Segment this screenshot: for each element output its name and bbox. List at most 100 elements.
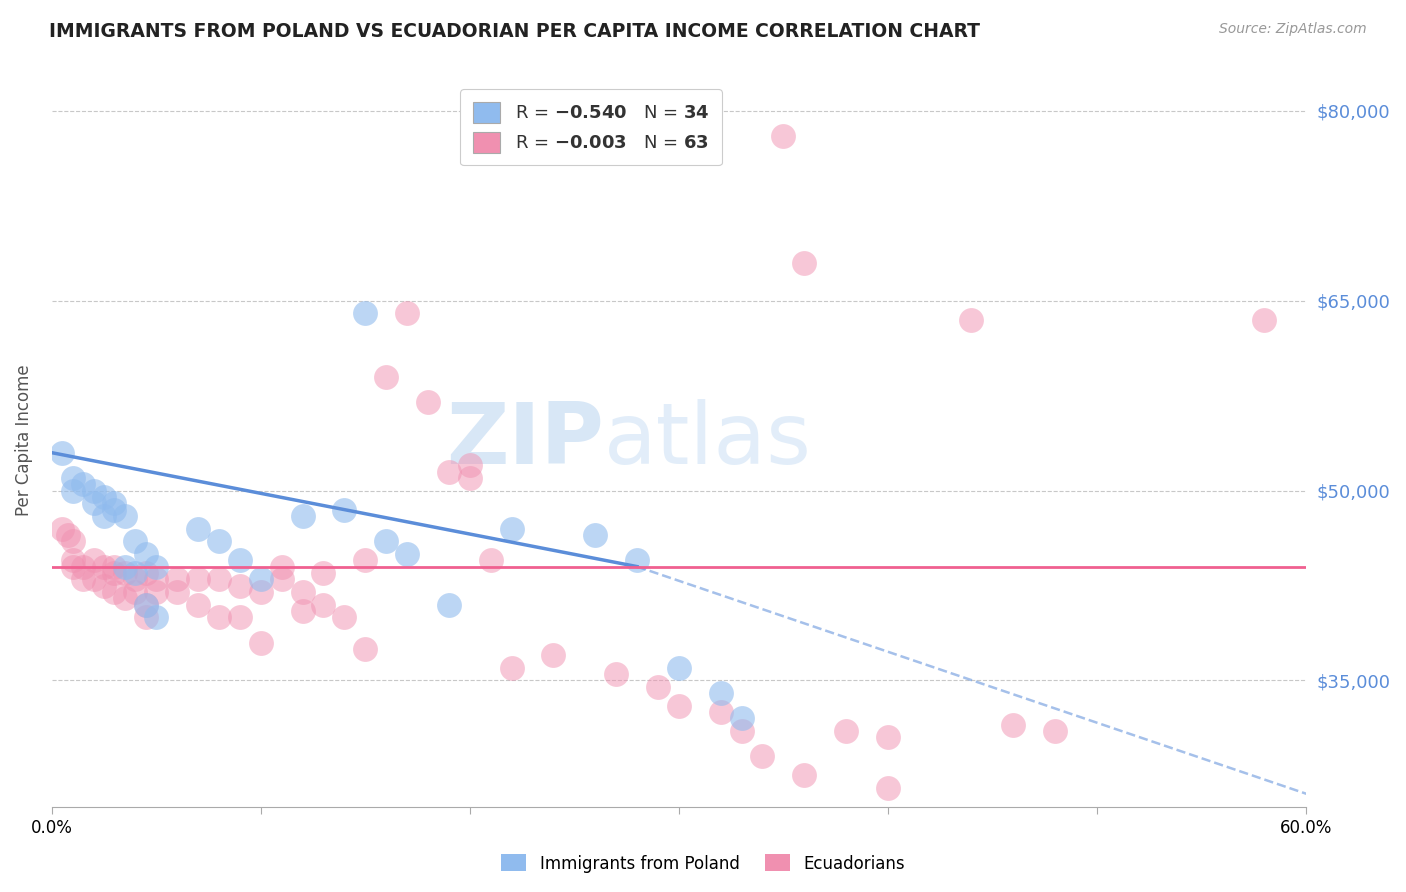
- Point: [312, 598, 335, 612]
- Point: [793, 256, 815, 270]
- Point: [145, 585, 167, 599]
- Point: [187, 522, 209, 536]
- Point: [291, 508, 314, 523]
- Point: [835, 724, 858, 739]
- Point: [51, 445, 73, 459]
- Legend: Immigrants from Poland, Ecuadorians: Immigrants from Poland, Ecuadorians: [495, 847, 911, 880]
- Point: [876, 731, 898, 745]
- Point: [62, 483, 84, 498]
- Point: [626, 553, 648, 567]
- Point: [437, 598, 460, 612]
- Point: [83, 483, 105, 498]
- Point: [72, 572, 94, 586]
- Point: [501, 661, 523, 675]
- Point: [135, 547, 157, 561]
- Point: [208, 572, 231, 586]
- Point: [249, 585, 271, 599]
- Text: Source: ZipAtlas.com: Source: ZipAtlas.com: [1219, 22, 1367, 37]
- Point: [647, 680, 669, 694]
- Point: [103, 559, 125, 574]
- Point: [124, 585, 146, 599]
- Point: [605, 667, 627, 681]
- Point: [51, 522, 73, 536]
- Point: [187, 572, 209, 586]
- Point: [124, 534, 146, 549]
- Point: [93, 559, 115, 574]
- Point: [166, 572, 188, 586]
- Point: [114, 559, 136, 574]
- Point: [93, 490, 115, 504]
- Text: atlas: atlas: [603, 399, 811, 482]
- Point: [312, 566, 335, 580]
- Point: [354, 641, 377, 656]
- Point: [103, 502, 125, 516]
- Y-axis label: Per Capita Income: Per Capita Income: [15, 364, 32, 516]
- Point: [710, 705, 733, 719]
- Point: [793, 768, 815, 782]
- Point: [114, 566, 136, 580]
- Point: [62, 553, 84, 567]
- Point: [187, 598, 209, 612]
- Point: [960, 312, 983, 326]
- Point: [145, 610, 167, 624]
- Point: [333, 610, 356, 624]
- Point: [62, 534, 84, 549]
- Point: [772, 129, 794, 144]
- Point: [668, 698, 690, 713]
- Point: [396, 306, 419, 320]
- Point: [437, 465, 460, 479]
- Point: [416, 395, 439, 409]
- Point: [1043, 724, 1066, 739]
- Point: [333, 502, 356, 516]
- Point: [103, 585, 125, 599]
- Point: [751, 749, 773, 764]
- Point: [229, 610, 252, 624]
- Point: [543, 648, 565, 663]
- Point: [501, 522, 523, 536]
- Point: [83, 572, 105, 586]
- Point: [876, 780, 898, 795]
- Point: [291, 585, 314, 599]
- Point: [114, 508, 136, 523]
- Point: [229, 553, 252, 567]
- Point: [375, 369, 398, 384]
- Point: [208, 534, 231, 549]
- Point: [1253, 312, 1275, 326]
- Point: [479, 553, 502, 567]
- Point: [668, 661, 690, 675]
- Point: [208, 610, 231, 624]
- Point: [135, 598, 157, 612]
- Point: [72, 477, 94, 491]
- Point: [354, 553, 377, 567]
- Point: [354, 306, 377, 320]
- Point: [124, 572, 146, 586]
- Point: [396, 547, 419, 561]
- Point: [730, 711, 752, 725]
- Point: [135, 598, 157, 612]
- Point: [145, 572, 167, 586]
- Point: [83, 496, 105, 510]
- Legend: R = $\mathbf{-0.540}$   N = $\mathbf{34}$, R = $\mathbf{-0.003}$   N = $\mathbf{: R = $\mathbf{-0.540}$ N = $\mathbf{34}$,…: [460, 89, 721, 165]
- Point: [93, 508, 115, 523]
- Point: [83, 553, 105, 567]
- Point: [291, 604, 314, 618]
- Point: [458, 471, 481, 485]
- Point: [72, 559, 94, 574]
- Point: [145, 559, 167, 574]
- Point: [583, 528, 606, 542]
- Point: [270, 572, 292, 586]
- Text: IMMIGRANTS FROM POLAND VS ECUADORIAN PER CAPITA INCOME CORRELATION CHART: IMMIGRANTS FROM POLAND VS ECUADORIAN PER…: [49, 22, 980, 41]
- Text: ZIP: ZIP: [446, 399, 603, 482]
- Point: [375, 534, 398, 549]
- Point: [249, 572, 271, 586]
- Point: [135, 566, 157, 580]
- Point: [62, 471, 84, 485]
- Point: [93, 578, 115, 592]
- Point: [103, 496, 125, 510]
- Point: [58, 528, 80, 542]
- Point: [114, 591, 136, 606]
- Point: [229, 578, 252, 592]
- Point: [1002, 718, 1025, 732]
- Point: [710, 686, 733, 700]
- Point: [124, 566, 146, 580]
